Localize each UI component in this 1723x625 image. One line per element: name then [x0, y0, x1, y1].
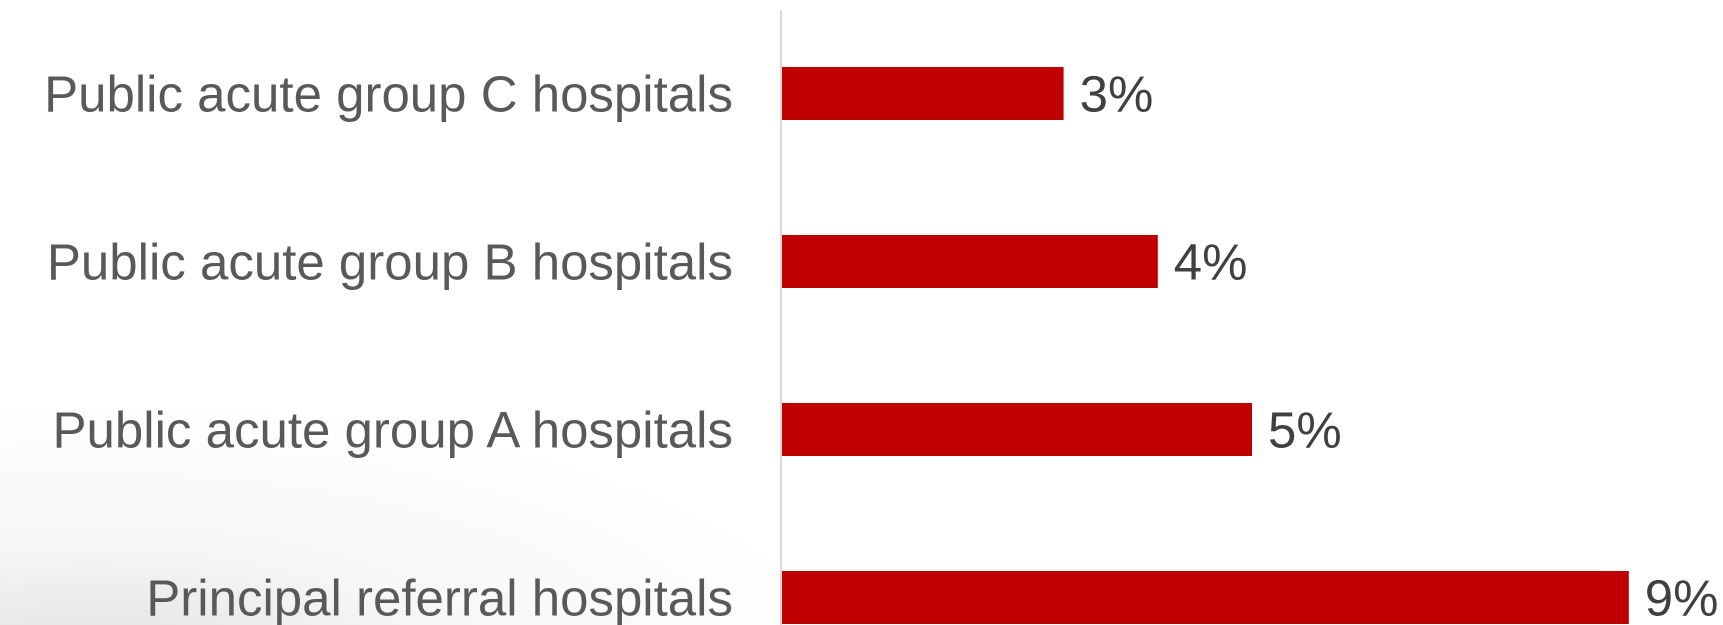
bar-4: [781, 571, 1629, 624]
category-label-3: Public acute group A hospitals: [53, 402, 733, 459]
labels-layer: Public acute group C hospitals 3% Public a…: [44, 66, 1718, 625]
category-label-2: Public acute group B hospitals: [47, 234, 733, 291]
value-label-2: 4%: [1174, 234, 1248, 291]
value-label-3: 5%: [1268, 402, 1342, 459]
bar-3: [781, 403, 1252, 456]
category-label-1: Public acute group C hospitals: [44, 66, 733, 123]
bars-layer: [781, 67, 1629, 624]
category-label-4: Principal referral hospitals: [146, 570, 733, 625]
value-label-4: 9%: [1645, 570, 1719, 625]
bar-2: [781, 235, 1158, 288]
value-label-1: 3%: [1080, 66, 1154, 123]
bar-1: [781, 67, 1064, 120]
